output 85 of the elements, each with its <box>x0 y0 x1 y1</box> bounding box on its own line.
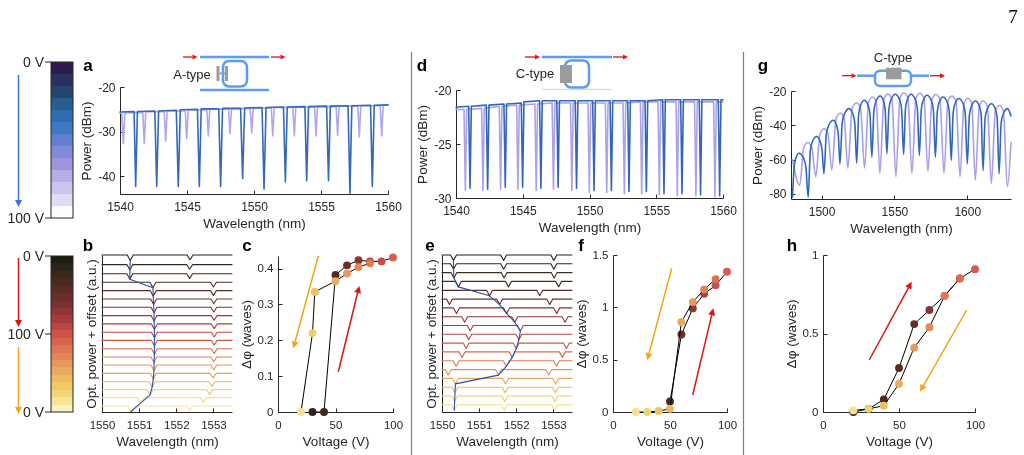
x-axis-title: Voltage (V) <box>302 434 370 449</box>
x-tick-label: 1560 <box>710 203 738 218</box>
y-tick-label: 1 <box>812 248 819 261</box>
y-tick-label: -40 <box>98 169 116 184</box>
x-tick-label: 1545 <box>174 199 202 214</box>
x-axis-title: Wavelength (nm) <box>538 219 642 235</box>
y-axis-title: Power (dBm) <box>79 101 95 181</box>
x-tick-label: 1552 <box>163 418 190 431</box>
x-tick-label: 100 <box>383 418 404 431</box>
x-axis-title: Voltage (V) <box>866 434 933 449</box>
y-tick-label: 0.5 <box>592 353 609 366</box>
chart-title: g <box>757 55 769 75</box>
x-tick-label: 100 <box>717 418 738 431</box>
chart-title: c <box>242 235 252 255</box>
y-tick-label: -30 <box>98 125 116 140</box>
x-tick-label: 1545 <box>509 203 537 218</box>
text: 100 V <box>7 210 44 226</box>
y-tick-label: -60 <box>769 153 787 168</box>
x-tick-label: 1550 <box>429 418 456 431</box>
y-tick-label: -30 <box>434 191 452 206</box>
text: 0 V <box>22 54 44 70</box>
x-tick-label: 50 <box>893 418 906 431</box>
y-tick-label: 0.1 <box>257 369 274 382</box>
chart-title: h <box>786 235 798 255</box>
x-tick-label: 50 <box>664 418 677 431</box>
chart-title: a <box>83 55 93 75</box>
y-tick-label: -20 <box>434 83 452 98</box>
x-tick-label: 1600 <box>954 204 982 219</box>
y-axis-title: Power (dBm) <box>415 105 431 184</box>
y-tick-label: 0.2 <box>257 333 274 346</box>
y-tick-label: -20 <box>98 80 116 95</box>
y-axis-title: Δφ (waves) <box>238 300 254 369</box>
text: 7 <box>1008 5 1018 27</box>
x-tick-label: 0 <box>610 418 617 431</box>
x-tick-label: 1553 <box>201 418 227 431</box>
y-tick-label: -80 <box>769 187 787 202</box>
x-tick-label: 1540 <box>107 199 135 214</box>
text: 0 V <box>22 404 44 420</box>
x-tick-label: 1553 <box>541 418 567 431</box>
y-axis-title: Opt. power + offset (a.u.) <box>423 259 439 409</box>
y-tick-label: 1 <box>602 300 609 313</box>
y-axis-title: Opt. power + offset (a.u.) <box>83 259 99 409</box>
text: A-type <box>173 66 211 82</box>
x-tick-label: 1540 <box>443 203 471 218</box>
x-tick-label: 1550 <box>881 204 909 219</box>
x-axis-title: Wavelength (nm) <box>203 215 306 231</box>
text: 100 V <box>7 326 44 342</box>
chart-title: d <box>416 55 428 75</box>
x-axis-title: Wavelength (nm) <box>116 434 219 449</box>
y-tick-label: 1.5 <box>592 248 609 261</box>
y-tick-label: 0.5 <box>802 327 819 339</box>
y-axis-title: Power (dBm) <box>750 106 766 185</box>
y-tick-label: -25 <box>434 137 452 152</box>
y-tick-label: -20 <box>769 84 787 99</box>
x-tick-label: 1555 <box>308 199 336 214</box>
x-tick-label: 1550 <box>576 203 604 218</box>
x-tick-label: 1500 <box>808 204 836 219</box>
y-tick-label: -40 <box>769 118 787 133</box>
text: C-type <box>873 49 913 65</box>
y-tick-label: 0.4 <box>257 262 275 275</box>
y-tick-label: 0 <box>812 405 819 418</box>
y-axis-title: Δφ (waves) <box>573 299 589 369</box>
y-tick-label: 0 <box>267 405 274 418</box>
chart-title: b <box>82 235 94 255</box>
x-axis-title: Voltage (V) <box>637 434 704 449</box>
x-tick-label: 1550 <box>89 418 116 431</box>
x-tick-label: 100 <box>965 418 986 431</box>
text: C-type <box>515 65 555 81</box>
x-tick-label: 1552 <box>503 418 530 431</box>
y-axis-title: Δφ (waves) <box>783 299 799 369</box>
x-axis-title: Wavelength (nm) <box>456 434 559 449</box>
x-tick-label: 1560 <box>375 199 403 214</box>
chart-title: e <box>425 235 435 255</box>
x-tick-label: 1551 <box>126 418 153 431</box>
y-tick-label: 0.3 <box>257 297 274 310</box>
x-tick-label: 0 <box>820 418 827 431</box>
x-tick-label: 1551 <box>466 418 493 431</box>
chart-title: f <box>578 235 584 255</box>
x-tick-label: 1550 <box>241 199 269 214</box>
x-tick-label: 1555 <box>643 203 671 218</box>
x-axis-title: Wavelength (nm) <box>850 220 953 236</box>
x-tick-label: 50 <box>329 418 343 431</box>
y-tick-label: 0 <box>602 405 609 418</box>
x-tick-label: 0 <box>275 418 282 431</box>
text: 0 V <box>22 248 44 264</box>
